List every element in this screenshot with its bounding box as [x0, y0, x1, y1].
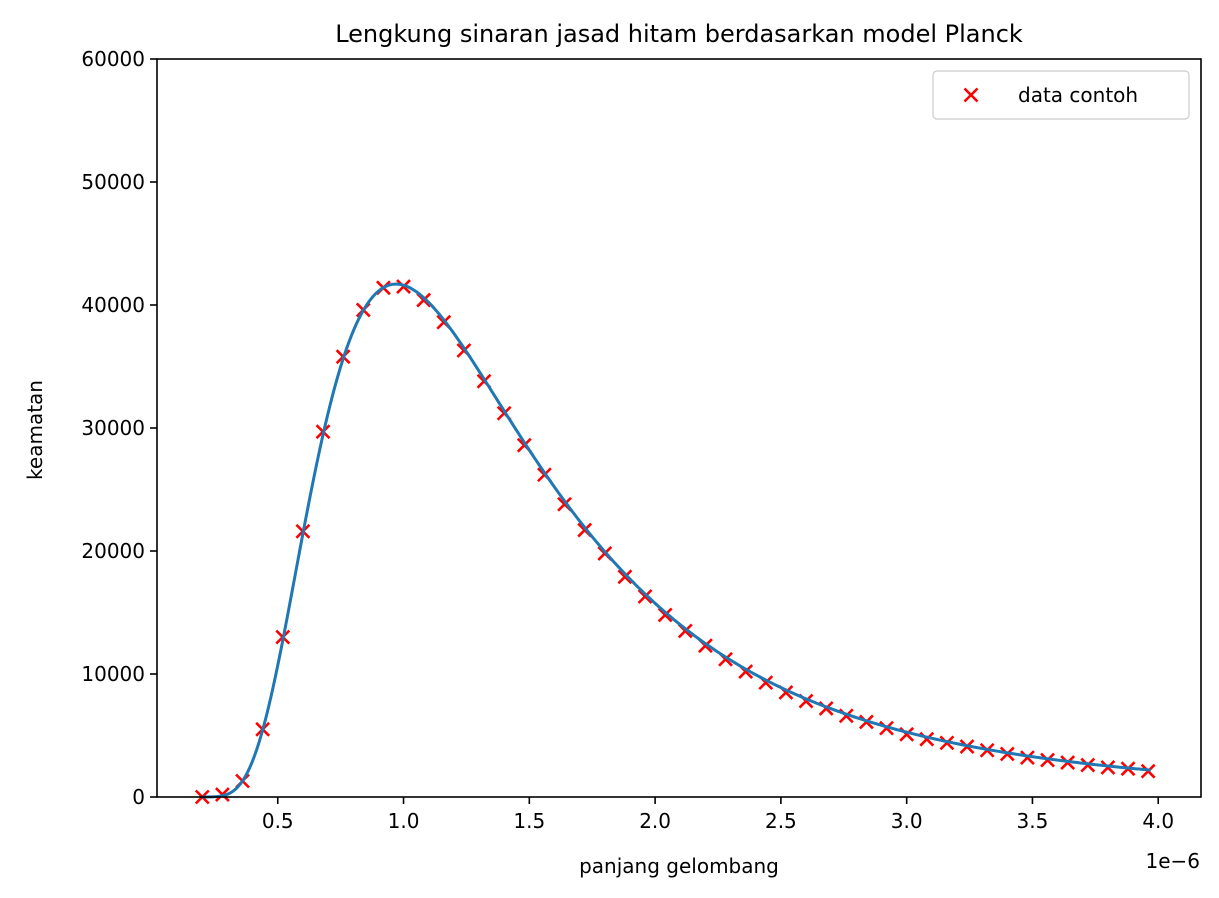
x-axis-offset-label: 1e−6: [1145, 849, 1200, 873]
data-point: [657, 607, 673, 623]
plot-area: [194, 279, 1156, 805]
legend-marker-icon: [963, 87, 979, 103]
x-tick-label: 3.5: [1017, 809, 1049, 833]
y-tick-label: 50000: [81, 170, 145, 194]
y-tick-label: 30000: [81, 416, 145, 440]
x-tick-label: 3.0: [891, 809, 923, 833]
x-tick-label: 0.5: [262, 809, 294, 833]
data-point: [1020, 750, 1035, 766]
y-tick-label: 20000: [81, 539, 145, 563]
x-tick-label: 2.0: [639, 809, 671, 833]
y-axis: 0 10000 20000 30000 40000 50000 60000: [81, 47, 157, 809]
data-point: [617, 569, 633, 585]
x-tick-label: 1.0: [388, 809, 420, 833]
data-point: [637, 589, 653, 604]
x-axis-title: panjang gelombang: [579, 854, 779, 878]
legend-box: [932, 70, 1190, 120]
legend: data contoh: [932, 70, 1190, 120]
y-tick-label: 40000: [81, 293, 145, 317]
y-tick-label: 0: [132, 785, 145, 809]
legend-x-marker: [963, 87, 979, 103]
y-tick-label: 60000: [81, 47, 145, 71]
x-tick-label: 2.5: [765, 809, 797, 833]
y-axis-title: keamatan: [23, 380, 47, 480]
legend-label: data contoh: [1018, 83, 1138, 107]
x-tick-label: 1.5: [513, 809, 545, 833]
x-axis: 0.5 1.0 1.5 2.0 2.5 3.0 3.5 4.0: [262, 797, 1174, 833]
model-curve: [202, 282, 1151, 799]
y-tick-label: 10000: [81, 662, 145, 686]
chart-title: Lengkung sinaran jasad hitam berdasarkan…: [335, 20, 1023, 48]
x-tick-label: 4.0: [1142, 809, 1174, 833]
